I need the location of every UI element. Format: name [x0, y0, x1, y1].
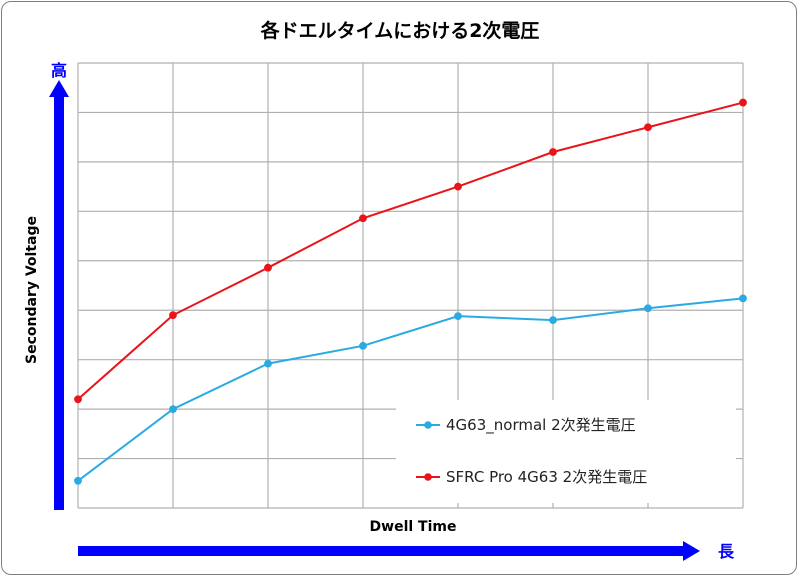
x-long-label: 長	[718, 542, 735, 561]
legend-marker-normal	[424, 421, 432, 429]
data-point-1-2	[264, 263, 272, 272]
x-arrow-shaft	[78, 546, 685, 556]
series-line-0	[77, 297, 744, 482]
chart-title: 各ドエルタイムにおける2次電圧	[260, 19, 540, 42]
y-axis-arrow	[49, 80, 69, 510]
data-point-0-2	[264, 359, 272, 368]
series-line-1	[77, 101, 744, 400]
data-point-0-6	[644, 304, 652, 313]
data-point-0-3	[359, 341, 367, 350]
series-points	[74, 98, 747, 485]
data-point-1-1	[169, 311, 177, 320]
data-point-0-4	[454, 312, 462, 321]
legend-label-normal: 4G63_normal 2次発生電圧	[446, 416, 636, 435]
legend-box	[396, 400, 736, 503]
series-lines	[77, 101, 744, 482]
y-axis-title: Secondary Voltage	[24, 216, 40, 364]
legend-label-sfrc: SFRC Pro 4G63 2次発生電圧	[446, 468, 647, 486]
y-high-label: 高	[51, 61, 67, 80]
data-point-0-7	[739, 294, 747, 303]
data-point-1-6	[644, 123, 652, 132]
data-point-0-0	[74, 476, 82, 485]
y-arrow-shaft	[54, 95, 64, 510]
x-arrow-head	[683, 541, 700, 561]
data-point-1-3	[359, 214, 367, 223]
data-point-1-7	[739, 98, 747, 107]
data-point-1-0	[74, 395, 82, 404]
legend: 4G63_normal 2次発生電圧 SFRC Pro 4G63 2次発生電圧	[396, 400, 736, 503]
y-arrow-head	[49, 80, 69, 97]
legend-marker-sfrc	[424, 473, 432, 481]
data-point-1-5	[549, 148, 557, 156]
x-axis-arrow	[78, 541, 700, 561]
data-point-1-4	[454, 182, 462, 191]
data-point-0-1	[169, 405, 177, 414]
x-axis-title: Dwell Time	[370, 519, 457, 535]
data-point-0-5	[549, 316, 557, 325]
